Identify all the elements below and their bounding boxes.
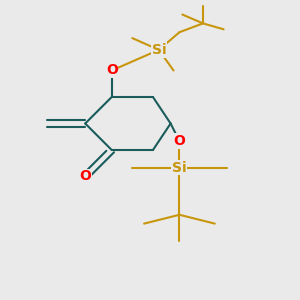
Text: O: O bbox=[106, 64, 118, 77]
Text: Si: Si bbox=[172, 161, 187, 175]
Text: Si: Si bbox=[152, 43, 166, 57]
Text: O: O bbox=[79, 169, 91, 184]
Text: O: O bbox=[173, 134, 185, 148]
